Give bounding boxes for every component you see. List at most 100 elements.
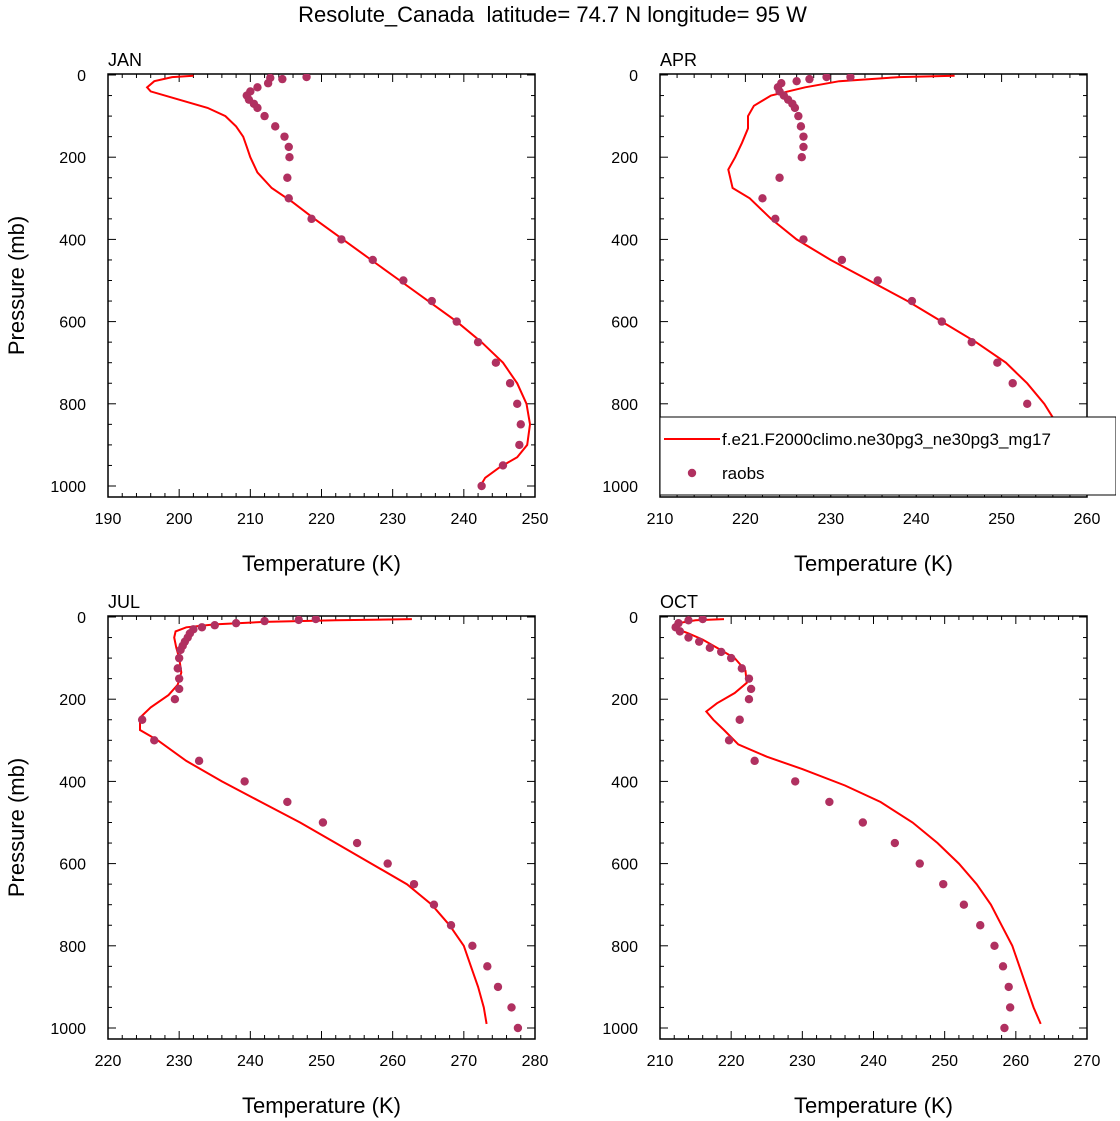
raobs-point (253, 103, 262, 113)
raobs-point (263, 79, 273, 88)
raobs-point (959, 900, 969, 909)
raobs-point (791, 777, 800, 786)
model-line (145, 74, 532, 485)
raobs-point (907, 296, 917, 306)
raobs-point (491, 358, 501, 367)
raobs-point (493, 982, 503, 992)
raobs-point (790, 103, 800, 113)
y-tick-label: 800 (59, 397, 86, 414)
panel-jan: 190 200 210 220 230 240 250 0 200 400 600 800 1000 JA… (4, 50, 548, 576)
y-tick-label: 1000 (602, 479, 638, 496)
y-axis-label: Pressure (mb) (4, 758, 29, 897)
raobs-point (505, 379, 515, 388)
raobs-point (284, 142, 293, 152)
y-tick-label: 600 (59, 315, 86, 332)
x-tick-label: 200 (166, 511, 193, 528)
x-axis-label: Temperature (K) (794, 1093, 953, 1118)
raobs-point (858, 818, 868, 827)
raobs-point (998, 962, 1008, 971)
raobs-point (805, 74, 814, 84)
raobs-point (515, 440, 524, 450)
raobs-point (797, 153, 806, 162)
raobs-point (724, 736, 734, 745)
raobs-point (705, 643, 715, 653)
panel-label: JUL (108, 592, 140, 612)
raobs-point (174, 684, 184, 694)
raobs-point (498, 461, 508, 470)
raobs-point (399, 276, 408, 285)
raobs-point (825, 797, 834, 807)
raobs-point (427, 296, 437, 306)
x-tick-label: 230 (379, 511, 406, 528)
raobs-point (694, 637, 704, 646)
raobs-point (976, 921, 985, 930)
y-tick-label: 200 (611, 150, 638, 167)
panel-label: OCT (660, 592, 698, 612)
y-tick-label: 600 (611, 315, 638, 332)
raobs-point (799, 235, 808, 244)
raobs-point (280, 132, 289, 141)
raobs-point (253, 83, 262, 92)
x-tick-label: 220 (95, 1053, 122, 1070)
raobs-point (283, 173, 292, 182)
raobs-point (799, 132, 808, 141)
legend-model-label: f.e21.F2000climo.ne30pg3_ne30pg3_mg17 (722, 430, 1051, 449)
y-tick-label: 1000 (50, 479, 86, 496)
plot-area (671, 616, 1042, 1033)
raobs-point (675, 627, 685, 636)
raobs-point (513, 1023, 523, 1033)
x-axis-label: Temperature (K) (242, 551, 401, 576)
raobs-point (507, 1003, 516, 1012)
raobs-point (744, 674, 754, 683)
raobs-point (837, 255, 847, 265)
raobs-point (990, 941, 999, 950)
raobs-point (726, 653, 736, 663)
raobs-point (318, 818, 328, 827)
y-tick-label: 1000 (50, 1021, 86, 1038)
raobs-point (698, 616, 707, 624)
raobs-point (1023, 399, 1032, 408)
y-tick-label: 400 (59, 774, 86, 791)
raobs-point (240, 777, 249, 786)
x-tick-label: 260 (1002, 1053, 1029, 1070)
raobs-point (890, 838, 900, 848)
raobs-point (150, 736, 159, 745)
raobs-point (993, 358, 1002, 367)
panel-label: APR (660, 50, 697, 70)
raobs-point (174, 653, 184, 663)
raobs-point (311, 616, 321, 624)
raobs-point (792, 76, 801, 86)
raobs-point (684, 616, 693, 625)
raobs-point (1005, 1003, 1015, 1012)
raobs-point (483, 962, 492, 971)
raobs-point (446, 921, 456, 930)
raobs-point (1004, 982, 1013, 992)
y-tick-label: 400 (611, 774, 638, 791)
raobs-point (283, 797, 292, 807)
x-axis-label: Temperature (K) (794, 551, 953, 576)
raobs-point (452, 317, 461, 326)
x-tick-label: 240 (860, 1053, 887, 1070)
raobs-point (383, 859, 392, 868)
raobs-point (368, 255, 377, 265)
y-tick-label: 0 (629, 68, 638, 85)
x-tick-label: 260 (1074, 511, 1101, 528)
y-tick-label: 0 (77, 68, 86, 85)
plot-frame (659, 73, 1088, 498)
raobs-point (717, 647, 726, 657)
x-tick-label: 190 (95, 511, 122, 528)
raobs-point (771, 214, 780, 224)
plot-frame (107, 73, 536, 498)
raobs-point (744, 695, 754, 704)
x-tick-label: 240 (450, 511, 477, 528)
x-tick-label: 240 (903, 511, 930, 528)
raobs-point (822, 74, 831, 82)
raobs-point (170, 695, 180, 704)
legend: f.e21.F2000climo.ne30pg3_ne30pg3_mg17rao… (659, 416, 1116, 496)
x-tick-label: 210 (647, 511, 674, 528)
figure-title: Resolute_Canada latitude= 74.7 N longitu… (298, 2, 807, 27)
x-tick-label: 250 (522, 511, 549, 528)
raobs-point (260, 111, 269, 121)
raobs-point (1008, 379, 1017, 388)
